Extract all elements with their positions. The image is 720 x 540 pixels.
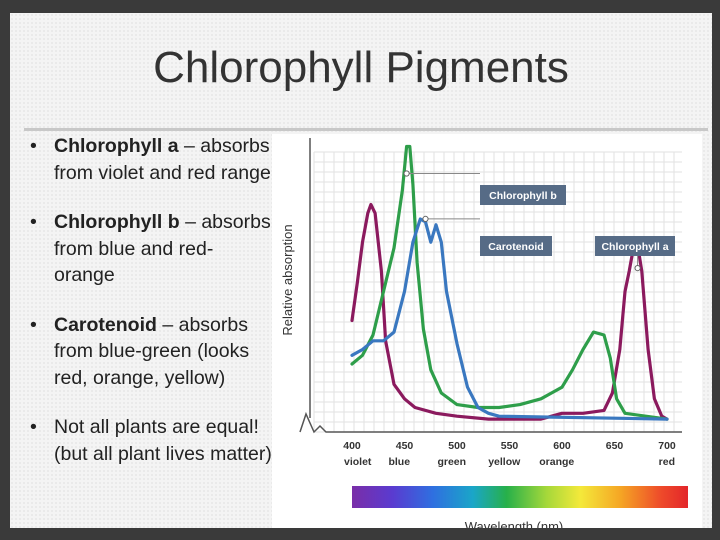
x-band-label: blue [388,456,410,468]
bullet-text: – absorbs from blue-green (looks red, or… [54,313,250,389]
x-tick-label: 550 [501,440,519,452]
bullet-text: – absorbs from violet and red range [54,135,271,184]
spectrum-bar [352,486,688,508]
x-tick-label: 650 [606,440,624,452]
x-band-label: orange [539,456,574,468]
series-line-chlorophyll-b [350,144,669,421]
x-axis-label: Wavelength (nm) [465,519,564,528]
x-band-label: violet [344,456,372,468]
series-line-carotenoid [350,217,669,421]
bullet-dot: • [30,313,37,336]
bullet-dot: • [30,135,37,157]
annotation-label: Chlorophyll a [601,241,668,253]
bullet-term: Chlorophyll a [54,135,179,157]
x-tick-label: 600 [553,440,571,452]
bullet-text: Not all plants are equal! (but all plant… [54,416,272,465]
annotation-box [480,185,566,205]
bullet-item: • Not all plants are equal! (but all pla… [28,414,273,467]
bullet-term: Chlorophyll b [54,211,180,233]
bullet-item: • Carotenoid – absorbs from blue-green (… [28,312,273,392]
bullet-dot: • [30,211,37,233]
bullet-list: • Chlorophyll a – absorbs from violet an… [28,133,273,490]
x-band-label: red [659,456,675,468]
slide-title: Chlorophyll Pigments [153,43,569,92]
annotation-box [595,236,675,256]
annotation-marker [422,215,429,223]
x-tick-label: 500 [448,440,466,452]
annotation-marker [403,170,410,177]
title-divider [24,128,708,131]
x-tick-label: 400 [343,440,361,452]
bullet-dot: • [30,416,37,438]
bullet-term: Carotenoid [54,313,157,336]
x-tick-label: 450 [396,440,414,452]
x-band-label: yellow [488,456,521,468]
bullet-text: – absorbs from blue and red-orange [54,211,271,286]
x-band-label: green [437,456,466,468]
x-axis [299,411,682,434]
annotation-label: Carotenoid [488,241,543,253]
annotation-box [480,236,552,256]
annotation-marker [634,265,641,272]
absorption-chart: Relative absorption 400 450 500 550 600 650 700… [272,134,702,528]
x-tick-label: 700 [658,440,676,452]
annotation-label: Chlorophyll b [489,190,557,202]
slide: Chlorophyll Pigments • Chlorophyll a – a… [10,13,712,528]
bullet-item: • Chlorophyll a – absorbs from violet an… [28,133,273,186]
y-axis-label: Relative absorption [280,224,295,335]
bullet-item: • Chlorophyll b – absorbs from blue and … [28,209,273,289]
absorption-chart-svg: Relative absorption 400 450 500 550 600 650 700… [280,138,688,528]
